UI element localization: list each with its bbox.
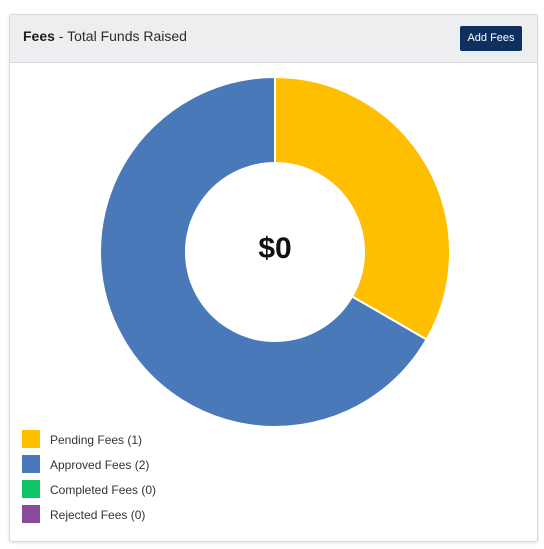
legend-item-pending[interactable]: Pending Fees (1) bbox=[22, 429, 242, 454]
legend-label-completed: Completed Fees (0) bbox=[50, 483, 157, 497]
card-title: Fees - Total Funds Raised bbox=[23, 28, 187, 44]
card-title-subtitle: - Total Funds Raised bbox=[54, 28, 187, 44]
donut-slice-approved-fees[interactable] bbox=[99, 75, 428, 428]
donut-chart-svg bbox=[99, 75, 451, 428]
legend-item-approved[interactable]: Approved Fees (2) bbox=[22, 454, 242, 479]
legend-swatch-rejected bbox=[22, 505, 40, 523]
fees-card: Fees - Total Funds Raised Add Fees $0 Pe… bbox=[9, 14, 538, 542]
add-fees-button[interactable]: Add Fees bbox=[460, 26, 522, 51]
chart-legend: Pending Fees (1) Approved Fees (2) Compl… bbox=[22, 429, 242, 529]
legend-label-approved: Approved Fees (2) bbox=[50, 458, 150, 472]
donut-chart: $0 bbox=[10, 63, 537, 433]
legend-swatch-completed bbox=[22, 480, 40, 498]
legend-label-pending: Pending Fees (1) bbox=[50, 433, 143, 447]
card-header: Fees - Total Funds Raised Add Fees bbox=[10, 15, 537, 63]
card-title-bold: Fees bbox=[23, 28, 55, 44]
legend-item-rejected[interactable]: Rejected Fees (0) bbox=[22, 504, 242, 529]
legend-swatch-pending bbox=[22, 430, 40, 448]
donut-slice-pending-fees[interactable] bbox=[274, 75, 451, 341]
legend-label-rejected: Rejected Fees (0) bbox=[50, 508, 146, 522]
legend-swatch-approved bbox=[22, 455, 40, 473]
total-funds-amount: $0 bbox=[258, 232, 292, 265]
legend-item-completed[interactable]: Completed Fees (0) bbox=[22, 479, 242, 504]
